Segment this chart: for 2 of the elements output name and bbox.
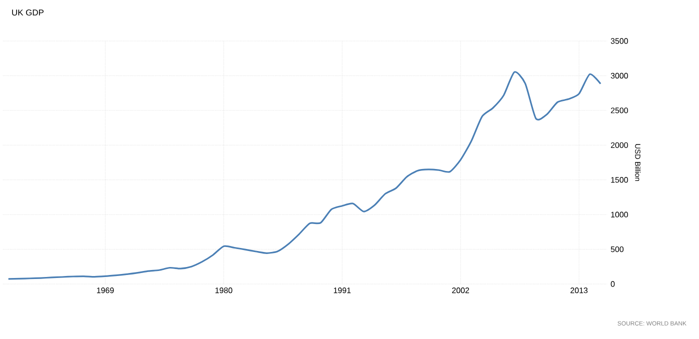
line-series <box>8 71 602 280</box>
chart-title: UK GDP <box>12 10 44 16</box>
